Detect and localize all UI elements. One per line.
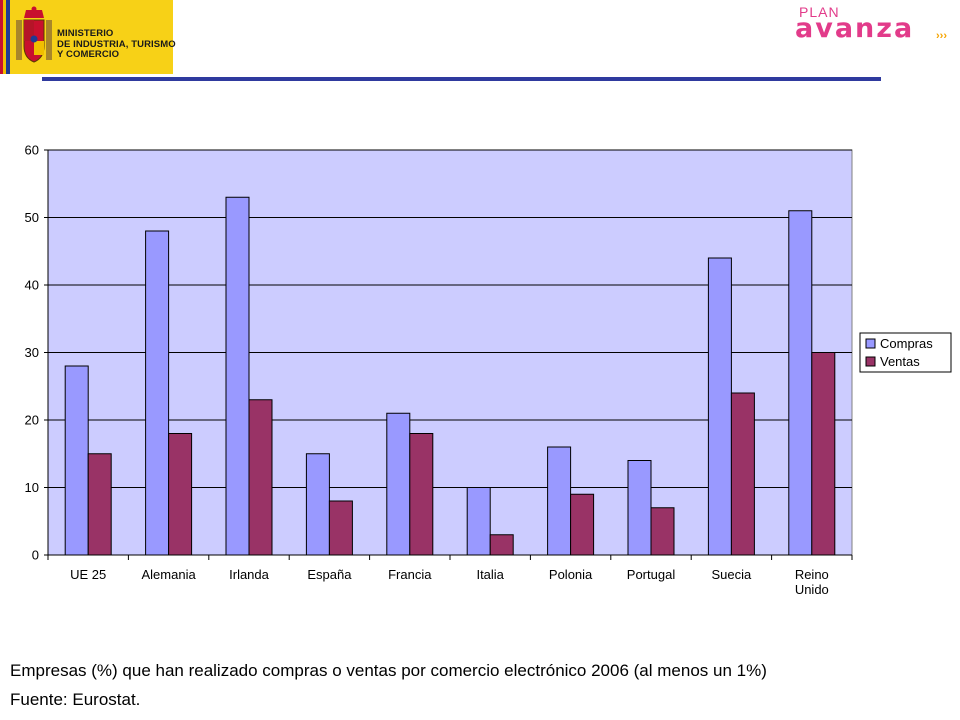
logo-arrows: ›››	[936, 30, 947, 42]
bar-compras	[788, 210, 813, 556]
x-tick-label: Alemania	[141, 567, 196, 582]
bar-ventas	[570, 493, 595, 556]
x-tick-label: Suecia	[712, 567, 753, 582]
logo-plan-word: PLAN	[799, 4, 840, 20]
ministry-logo: MINISTERIO DE INDUSTRIA, TURISMO Y COMER…	[0, 0, 176, 74]
legend-label-compras: Compras	[880, 336, 933, 351]
bar-ventas	[248, 399, 273, 556]
bar-compras	[707, 257, 732, 556]
header-divider	[42, 77, 881, 81]
x-tick-label: Irlanda	[229, 567, 270, 582]
bar-ventas	[489, 534, 514, 556]
bar-ventas	[650, 507, 675, 556]
x-tick-label: Francia	[388, 567, 432, 582]
y-tick-label: 0	[32, 548, 39, 563]
bar-ventas	[87, 453, 112, 556]
bar-ventas	[730, 392, 755, 556]
chart-caption: Empresas (%) que han realizado compras o…	[10, 661, 767, 680]
plan-avanza-logo: PLAN avanza ›››	[793, 4, 958, 48]
bar-compras	[305, 453, 330, 556]
legend-swatch-ventas	[865, 356, 876, 367]
bar-compras	[145, 230, 170, 556]
bar-ventas	[328, 500, 353, 556]
y-tick-label: 30	[25, 345, 39, 360]
x-tick-label: Italia	[476, 567, 504, 582]
y-tick-label: 10	[25, 480, 39, 495]
y-tick-label: 50	[25, 210, 39, 225]
x-tick-label: Reino Unido	[795, 567, 829, 597]
legend-swatch-compras	[865, 338, 876, 349]
x-tick-label: España	[307, 567, 352, 582]
bar-ventas	[168, 433, 193, 556]
bar-compras	[386, 412, 411, 556]
bar-compras	[64, 365, 89, 556]
source-note: Fuente: Eurostat.	[10, 690, 141, 709]
coat-of-arms-icon	[16, 6, 52, 63]
bar-ventas	[409, 433, 434, 556]
bars	[64, 196, 836, 556]
bar-chart: 0 10 20 30 40 50 60 UE 25 Alemania Irlanda España…	[25, 143, 952, 597]
bar-compras	[547, 446, 572, 556]
x-tick-label: UE 25	[70, 567, 106, 582]
bar-compras	[627, 460, 652, 556]
legend-label-ventas: Ventas	[880, 354, 920, 369]
ministry-line: Y COMERCIO	[57, 49, 120, 60]
bar-compras	[466, 487, 491, 556]
ministry-line: MINISTERIO	[57, 28, 114, 39]
bar-ventas	[811, 352, 836, 556]
y-tick-label: 40	[25, 278, 39, 293]
ministry-line: DE INDUSTRIA, TURISMO	[57, 38, 176, 50]
x-tick-labels: UE 25 Alemania Irlanda España Francia Italia P…	[47, 555, 853, 597]
y-tick-labels: 0 10 20 30 40 50 60	[25, 143, 48, 563]
ministry-name: MINISTERIO DE INDUSTRIA, TURISMO Y COMER…	[57, 28, 176, 61]
y-tick-label: 20	[25, 413, 39, 428]
y-tick-label: 60	[25, 143, 39, 158]
x-tick-label: Polonia	[549, 567, 593, 582]
x-tick-label: Portugal	[627, 567, 676, 582]
legend: Compras Ventas	[859, 332, 952, 373]
logo-avanza-word: avanza	[795, 13, 915, 44]
bar-compras	[225, 196, 250, 556]
flag-strip	[0, 0, 10, 74]
